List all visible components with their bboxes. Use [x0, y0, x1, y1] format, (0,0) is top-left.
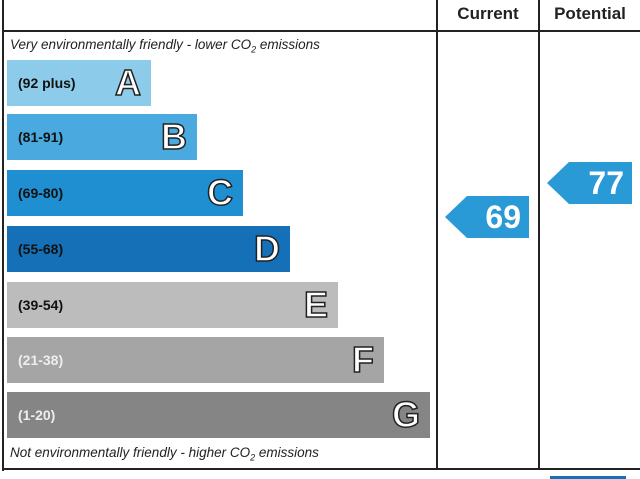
- band-letter: F: [351, 339, 375, 380]
- top-note: Very environmentally friendly - lower CO…: [10, 37, 320, 55]
- band-letter: A: [114, 62, 142, 103]
- band-letter: C: [206, 172, 234, 213]
- column-divider-current: [436, 0, 438, 470]
- next-section-tab: [550, 476, 626, 479]
- potential-rating-value: 77: [588, 165, 624, 201]
- current-arrow-shape: [445, 196, 529, 238]
- band-bar-g: (1-20) G: [7, 392, 430, 438]
- header-current: Current: [457, 4, 519, 23]
- header-potential: Potential: [554, 4, 626, 23]
- band-letter: D: [253, 228, 281, 269]
- band-range: (92 plus): [18, 75, 76, 91]
- band-bar-d: (55-68) D: [7, 226, 290, 272]
- band-range: (69-80): [18, 185, 64, 201]
- band-letter: E: [303, 284, 329, 325]
- potential-rating-arrow: 77: [547, 162, 632, 204]
- band-range: (1-20): [18, 407, 56, 423]
- band-range: (21-38): [18, 352, 64, 368]
- band-range: (39-54): [18, 297, 64, 313]
- potential-arrow-shape: [547, 162, 632, 204]
- bottom-divider: [2, 468, 640, 470]
- column-divider-potential: [538, 0, 540, 470]
- band-bar-c: (69-80) C: [7, 170, 243, 216]
- band-bar-f: (21-38) F: [7, 337, 384, 383]
- current-rating-value: 69: [485, 199, 521, 235]
- bottom-note: Not environmentally friendly - higher CO…: [10, 445, 319, 463]
- band-bar-e: (39-54) E: [7, 282, 338, 328]
- band-range: (55-68): [18, 241, 64, 257]
- band-bar-a: (92 plus) A: [7, 60, 151, 106]
- band-bar-b: (81-91) B: [7, 114, 197, 160]
- band-letter: B: [160, 116, 188, 157]
- header-divider: [2, 30, 640, 32]
- current-rating-arrow: 69: [445, 196, 529, 238]
- outer-left-border: [2, 0, 4, 471]
- band-range: (81-91): [18, 129, 64, 145]
- band-letter: G: [391, 394, 421, 435]
